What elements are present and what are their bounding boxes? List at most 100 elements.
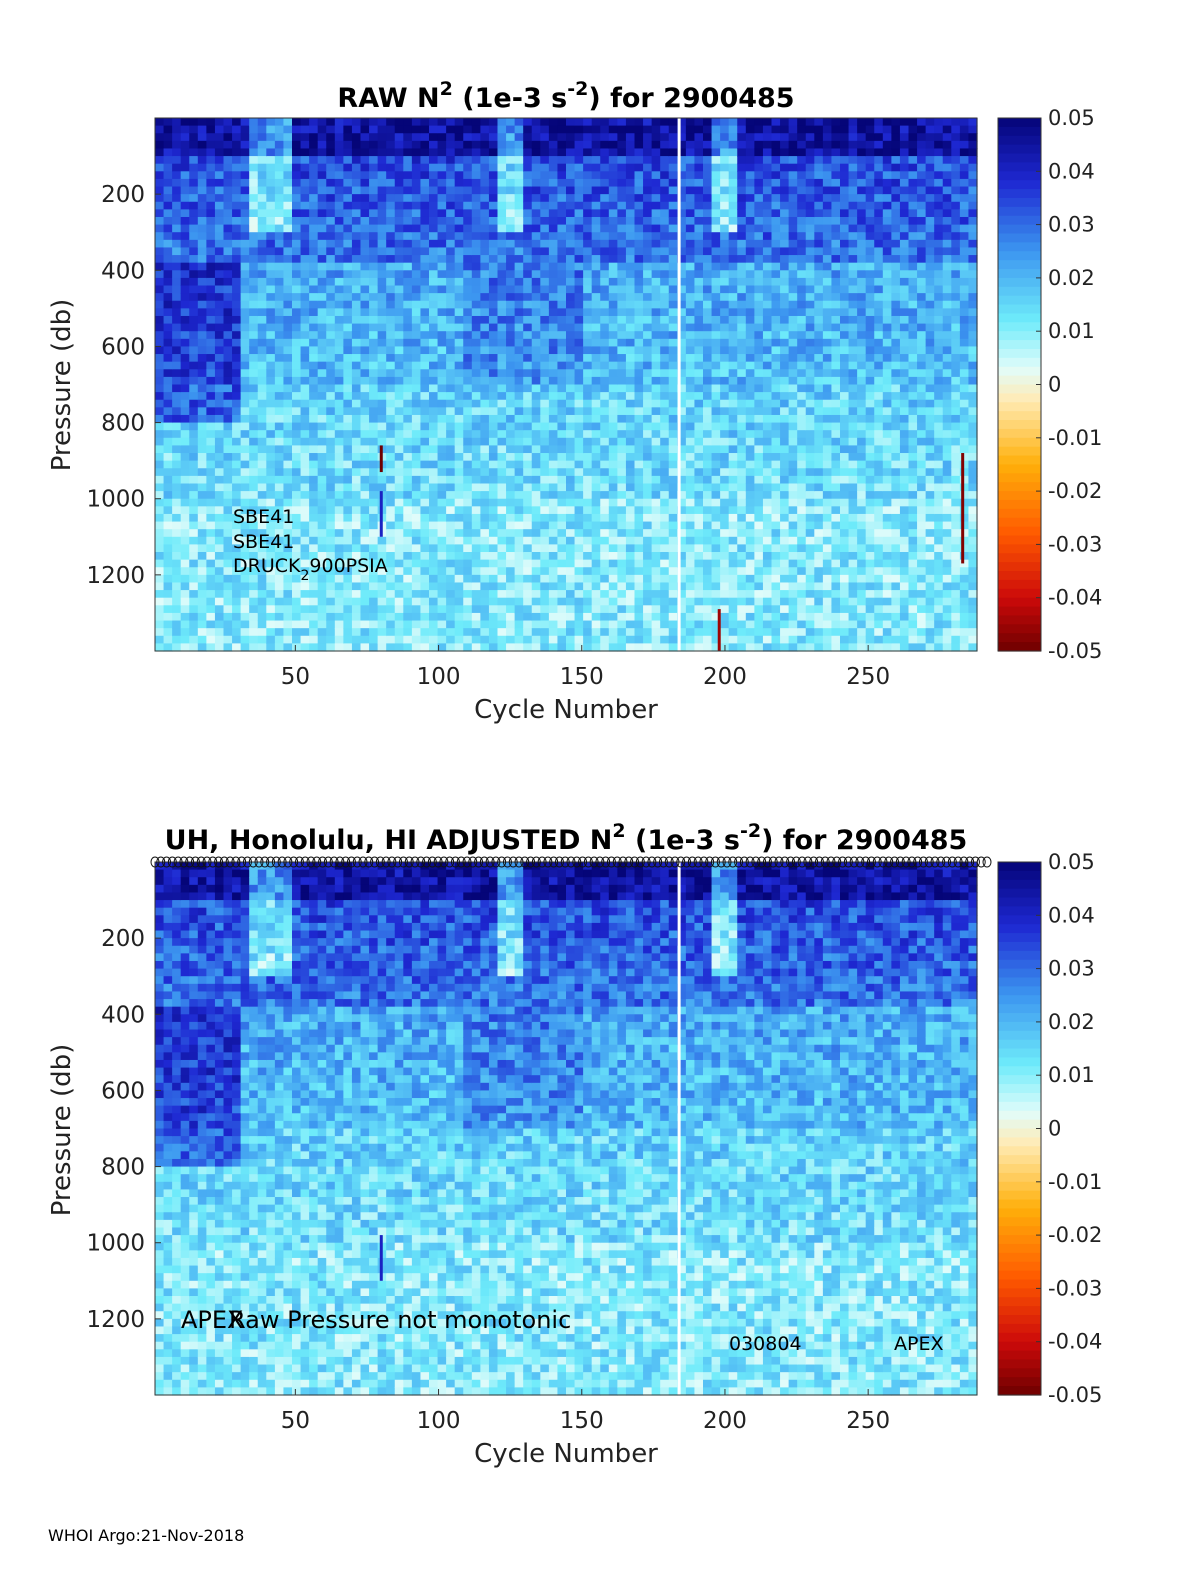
heatmap-cell xyxy=(600,300,610,309)
heatmap-cell xyxy=(249,460,259,469)
heatmap-cell xyxy=(600,399,610,408)
heatmap-cell xyxy=(309,239,319,249)
heatmap-cell xyxy=(514,567,524,576)
heatmap-cell xyxy=(394,453,404,462)
heatmap-cell xyxy=(548,491,559,500)
heatmap-cell xyxy=(574,582,584,591)
heatmap-cell xyxy=(351,300,362,309)
heatmap-cell xyxy=(214,140,225,150)
heatmap-cell xyxy=(651,475,661,485)
heatmap-cell xyxy=(429,232,439,241)
heatmap-cell xyxy=(548,338,559,348)
heatmap-cell xyxy=(403,635,413,644)
heatmap-cell xyxy=(317,354,327,363)
heatmap-cell xyxy=(437,612,447,622)
heatmap-cell xyxy=(677,140,687,150)
heatmap-cell xyxy=(360,544,370,553)
heatmap-cell xyxy=(617,468,627,477)
heatmap-cell xyxy=(540,140,550,150)
heatmap-cell xyxy=(694,628,704,637)
heatmap-cell xyxy=(411,414,422,424)
heatmap-cell xyxy=(454,544,464,553)
heatmap-cell xyxy=(617,513,627,523)
heatmap-cell xyxy=(257,574,267,584)
heatmap-cell xyxy=(249,552,259,561)
heatmap-cell xyxy=(583,232,593,241)
heatmap-cell xyxy=(625,414,636,424)
heatmap-cell xyxy=(574,216,584,226)
heatmap-cell xyxy=(309,163,319,172)
heatmap-cell xyxy=(283,437,293,447)
heatmap-cell xyxy=(223,445,233,454)
heatmap-cell xyxy=(214,498,225,507)
heatmap-cell xyxy=(377,354,387,363)
heatmap-cell xyxy=(754,277,764,287)
heatmap-cell xyxy=(625,567,636,576)
heatmap-cell xyxy=(223,277,233,287)
heatmap-cell xyxy=(180,468,190,477)
heatmap-cell xyxy=(394,186,404,195)
heatmap-cell xyxy=(283,422,293,431)
heatmap-cell xyxy=(660,384,670,393)
heatmap-cell xyxy=(566,300,576,309)
heatmap-cell xyxy=(369,384,379,393)
heatmap-cell xyxy=(394,376,404,386)
heatmap-cell xyxy=(223,201,233,210)
heatmap-cell xyxy=(317,399,327,408)
heatmap-cell xyxy=(463,285,473,294)
heatmap-cell xyxy=(540,308,550,317)
heatmap-cell xyxy=(326,209,336,218)
heatmap-cell xyxy=(703,346,713,355)
heatmap-cell xyxy=(317,323,327,332)
heatmap-cell xyxy=(651,239,661,249)
heatmap-cell xyxy=(180,277,190,287)
heatmap-cell xyxy=(754,209,764,218)
heatmap-cell xyxy=(369,354,379,363)
heatmap-cell xyxy=(163,468,173,477)
heatmap-cell xyxy=(283,475,293,485)
heatmap-cell xyxy=(728,445,738,454)
heatmap-cell xyxy=(745,574,755,584)
heatmap-cell xyxy=(514,422,524,431)
heatmap-cell xyxy=(437,178,447,188)
heatmap-cell xyxy=(634,376,644,386)
heatmap-cell xyxy=(155,148,165,157)
heatmap-cell xyxy=(711,597,721,606)
heatmap-cell xyxy=(488,376,499,386)
heatmap-cell xyxy=(223,529,233,538)
heatmap-cell xyxy=(172,536,182,545)
heatmap-cell xyxy=(283,536,293,545)
heatmap-cell xyxy=(643,620,653,629)
heatmap-cell xyxy=(292,544,302,553)
heatmap-cell xyxy=(625,133,636,142)
heatmap-cell xyxy=(600,513,610,523)
heatmap-cell xyxy=(369,293,379,302)
heatmap-cell xyxy=(685,315,696,325)
heatmap-cell xyxy=(454,552,464,561)
heatmap-cell xyxy=(446,605,456,614)
heatmap-cell xyxy=(411,194,422,203)
heatmap-cell xyxy=(334,574,344,584)
heatmap-cell xyxy=(591,308,601,317)
heatmap-cell xyxy=(608,506,618,515)
heatmap-cell xyxy=(189,453,199,462)
heatmap-cell xyxy=(386,430,396,439)
heatmap-cell xyxy=(625,483,636,492)
heatmap-cell xyxy=(300,148,310,157)
heatmap-cell xyxy=(155,422,165,431)
heatmap-cell xyxy=(386,140,396,150)
heatmap-cell xyxy=(651,635,661,644)
heatmap-cell xyxy=(557,445,567,454)
heatmap-cell xyxy=(249,194,259,203)
heatmap-cell xyxy=(326,430,336,439)
heatmap-cell xyxy=(600,232,610,241)
heatmap-cell xyxy=(745,544,755,553)
heatmap-cell xyxy=(514,483,524,492)
heatmap-cell xyxy=(480,186,490,195)
heatmap-cell xyxy=(677,369,687,378)
heatmap-cell xyxy=(420,559,430,568)
heatmap-cell xyxy=(566,491,576,500)
heatmap-cell xyxy=(420,315,430,325)
heatmap-cell xyxy=(625,232,636,241)
heatmap-cell xyxy=(223,521,233,530)
